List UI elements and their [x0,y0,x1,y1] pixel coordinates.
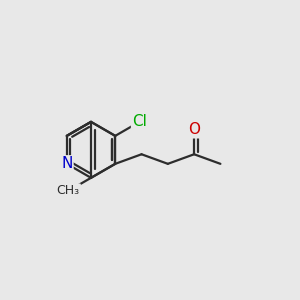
Text: O: O [188,122,200,137]
Text: Cl: Cl [132,114,147,129]
Text: CH₃: CH₃ [57,184,80,197]
Text: N: N [61,156,73,171]
